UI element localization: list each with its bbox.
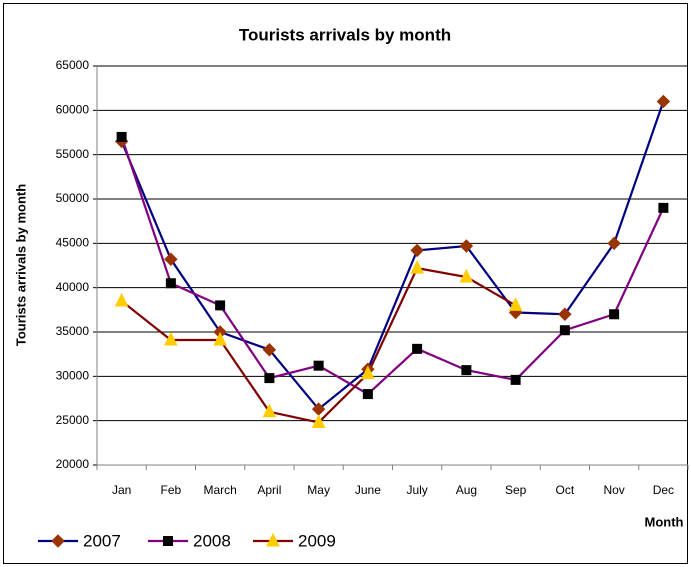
x-tick-label: May [307,483,330,497]
data-point [656,94,671,109]
chart-border [3,3,688,564]
data-point [459,268,474,283]
legend-label: 2008 [193,531,231,550]
data-point [510,374,521,385]
x-tick-label: Feb [161,483,182,497]
data-point [412,343,423,354]
legend-label: 2009 [298,531,336,550]
y-tick-label: 30000 [56,369,90,383]
data-point [262,343,277,357]
data-point [116,131,127,142]
series-line [120,136,665,396]
x-tick-label: June [355,483,381,497]
y-tick-label: 65000 [56,58,90,72]
data-point [461,365,472,376]
x-axis-title: Month [645,514,684,529]
legend-marker [51,534,65,548]
x-tick-label: Nov [603,483,624,497]
legend-marker [266,532,280,547]
data-point [459,239,474,253]
data-point [362,389,373,400]
data-point [213,331,227,346]
x-tick-label: Oct [556,483,575,497]
y-tick-label: 20000 [56,457,90,471]
y-tick-label: 45000 [56,236,90,250]
chart-title: Tourists arrivals by month [239,25,451,44]
data-point [607,236,621,251]
data-point [410,260,424,274]
data-point [313,360,324,371]
x-tick-label: Dec [653,483,674,497]
x-tick-label: July [406,483,427,497]
data-point [164,331,178,346]
x-tick-label: Aug [456,483,477,497]
data-point [508,297,523,311]
y-tick-label: 35000 [56,324,90,338]
x-tick-label: March [203,483,236,497]
legend-label: 2007 [83,531,121,550]
data-point [165,278,176,289]
data-point [114,292,129,307]
x-tick-label: April [257,483,281,497]
y-tick-label: 55000 [56,147,90,161]
x-tick-label: Jan [112,483,131,497]
data-point [164,252,178,267]
data-point [609,309,620,320]
data-point [264,373,275,384]
legend-marker [163,536,173,546]
y-tick-label: 40000 [56,280,90,294]
data-point [215,300,226,311]
data-point [558,307,572,321]
series-line [120,101,665,411]
x-tick-label: Sep [505,483,527,497]
data-point [361,365,375,380]
y-axis-title: Tourists arrivals by month [13,184,28,346]
data-point [559,325,570,336]
y-tick-label: 60000 [56,103,90,117]
y-tick-label: 50000 [56,191,90,205]
data-point [410,243,424,258]
y-tick-label: 25000 [56,413,90,427]
data-point [311,414,326,428]
data-point [262,403,277,418]
data-point [658,202,669,213]
